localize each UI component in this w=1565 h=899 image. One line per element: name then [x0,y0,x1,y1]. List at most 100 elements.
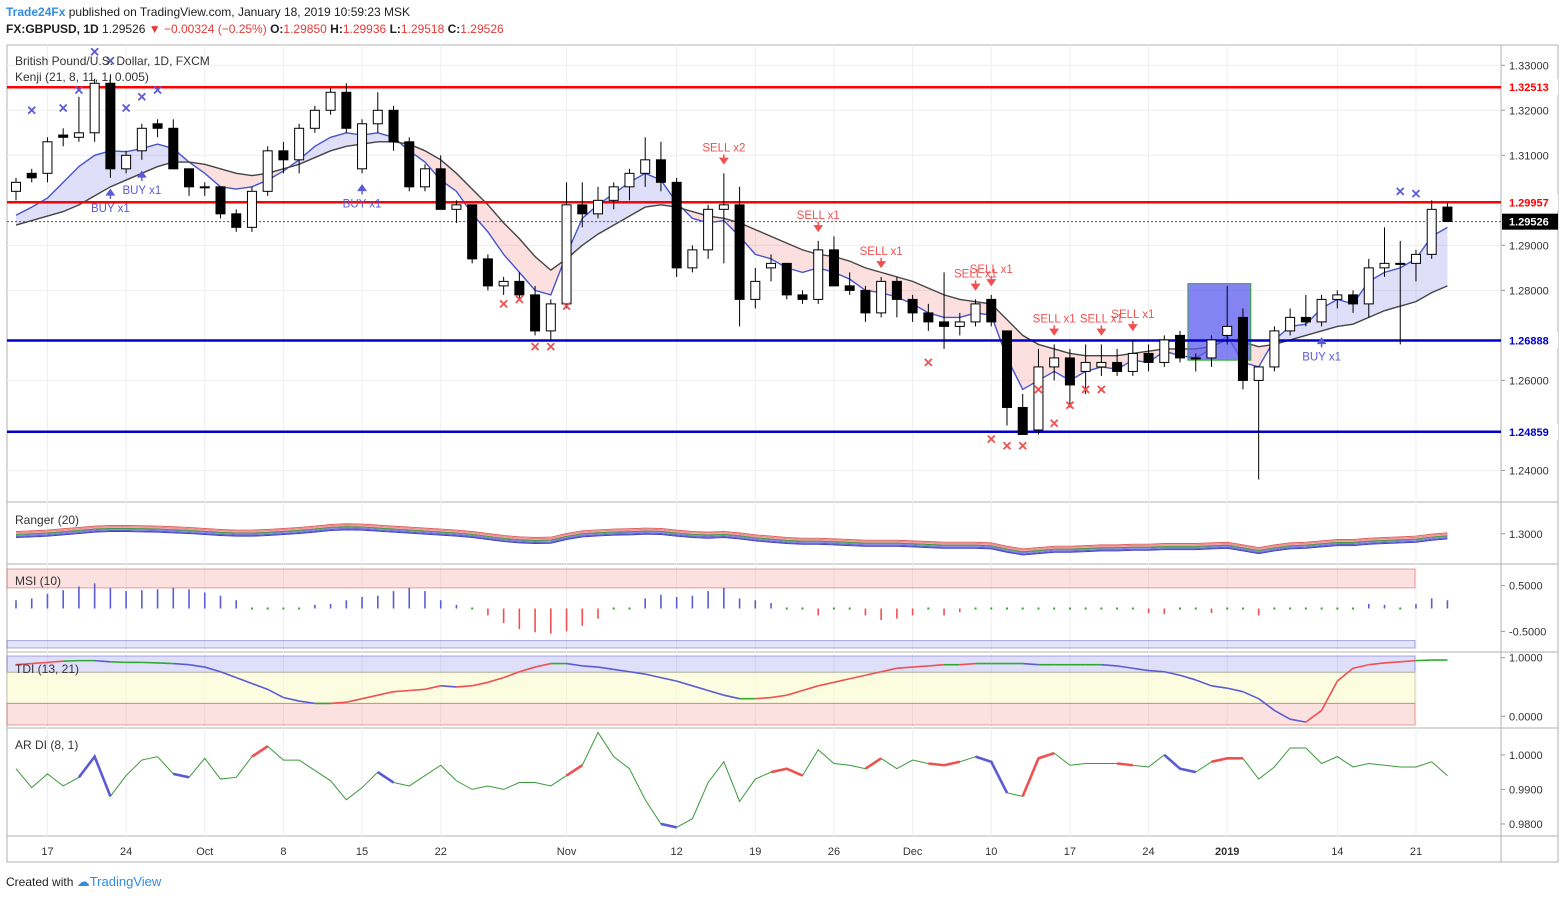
candle-body [1442,206,1453,222]
kenji-band-segment [314,137,331,158]
price-tick-label: 1.32000 [1509,105,1549,117]
candle-body [404,141,415,188]
candle-body [624,172,635,188]
kenji-band-segment [582,204,599,246]
tdi-line-segment [707,689,725,696]
tdi-line-segment [833,678,850,684]
candle-body [797,294,808,300]
signal-x-mark [499,299,508,309]
tdi-line-segment [299,700,315,705]
kenji-band-segment [220,168,237,190]
ardi-signal-segment [1211,757,1243,764]
ranger-band-line [15,523,1448,550]
tdi-line-segment [251,682,268,691]
tdi-line-segment [534,662,551,668]
kenji-band-segment [1384,267,1401,311]
x-tick-label: Oct [196,846,213,858]
candle-body [1159,339,1170,363]
candle-body [372,109,383,125]
candle-body [1175,334,1186,359]
kenji-band-segment [47,182,64,217]
ardi-line [15,731,1448,828]
candle-body [1017,406,1028,435]
tdi-line-segment [1258,698,1275,712]
tradingview-logo-icon[interactable]: ☁ [76,874,90,889]
candle-body [199,186,210,189]
level-tag-bg [1502,423,1558,440]
tdi-line-segment [802,685,819,692]
publisher-name[interactable]: Trade24Fx [6,5,66,19]
candle-body [1064,357,1075,386]
candle-body [1332,294,1343,300]
tdi-line-segment [503,671,520,679]
signal-x-mark [137,92,146,101]
candle-body [545,303,556,332]
candle-body [325,91,336,111]
tdi-line-segment [786,689,803,696]
ardi-signal-segment [975,755,1009,794]
buy-arrow-icon [136,170,147,181]
candle-body [718,204,729,210]
ardi-title: AR DI (8, 1) [15,738,78,752]
x-tick-label: 24 [120,846,132,858]
tdi-upper-band [6,655,1416,673]
tdi-line-segment [1336,667,1354,682]
candle-body [1300,316,1311,323]
candle-body [923,312,934,323]
publish-line: Trade24Fx published on TradingView.com, … [6,5,410,19]
candle-body [1237,316,1248,381]
buy-arrow-icon [1316,337,1327,348]
candle-body [1269,330,1280,368]
kenji-band-segment [849,261,866,291]
tdi-line-segment [597,666,614,671]
price-tick-label: 1.33000 [1509,60,1549,72]
tdi-line-segment [1400,659,1417,663]
tradingview-link[interactable]: TradingView [89,874,162,889]
candle-body [467,204,478,260]
candle-body [655,159,666,183]
high-value: 1.29936 [342,22,387,36]
level-tag-bg [1502,332,1558,349]
kenji-band-segment [141,144,158,174]
ranger-tick-label: 1.3000 [1509,529,1543,541]
candle-body [813,249,824,300]
indicator-label: Kenji (21, 8, 11, 1, 0.005) [15,70,149,84]
tdi-tick-label: 1.0000 [1509,653,1543,665]
kenji-band-segment [31,198,48,221]
level-tag-label: 1.26888 [1509,335,1549,347]
tdi-line-segment [1164,670,1181,677]
tdi-line-segment [283,696,300,702]
kenji-band-segment [771,236,787,268]
candle-body [986,298,997,323]
msi-title: MSI (10) [15,574,61,588]
candle-body [42,141,53,174]
tdi-line-segment [1179,674,1196,681]
signal-x-mark [59,103,68,113]
candle-body [1033,366,1044,431]
sell-arrow-icon [986,275,997,287]
signal-x-mark [1002,441,1012,450]
candle-body [1096,361,1107,368]
tdi-line-segment [94,659,111,663]
tdi-line-segment [1116,665,1133,670]
tdi-line-segment [880,667,898,673]
x-tick-label: Nov [557,846,577,858]
tdi-title: TDI (13, 21) [15,662,79,676]
x-tick-label: 15 [356,846,368,858]
candle-body [451,204,462,210]
tdi-line-segment [912,665,929,668]
tdi-line-segment [1320,680,1339,711]
candle-body [781,262,792,296]
candle-body [939,321,950,327]
buy-arrow-icon [357,184,368,195]
ohlc-line: FX:GBPUSD, 1D 1.29526 ▼ −0.00324 (−0.25%… [6,22,504,36]
ranger-band-line [15,526,1448,553]
kenji-band-segment [519,238,536,291]
candle-body [577,204,588,215]
tdi-line-segment [15,662,32,666]
tdi-line-segment [330,701,347,705]
tdi-middle-band [6,671,1416,704]
tdi-line-segment [613,668,630,673]
x-tick-label: 2019 [1215,846,1239,858]
